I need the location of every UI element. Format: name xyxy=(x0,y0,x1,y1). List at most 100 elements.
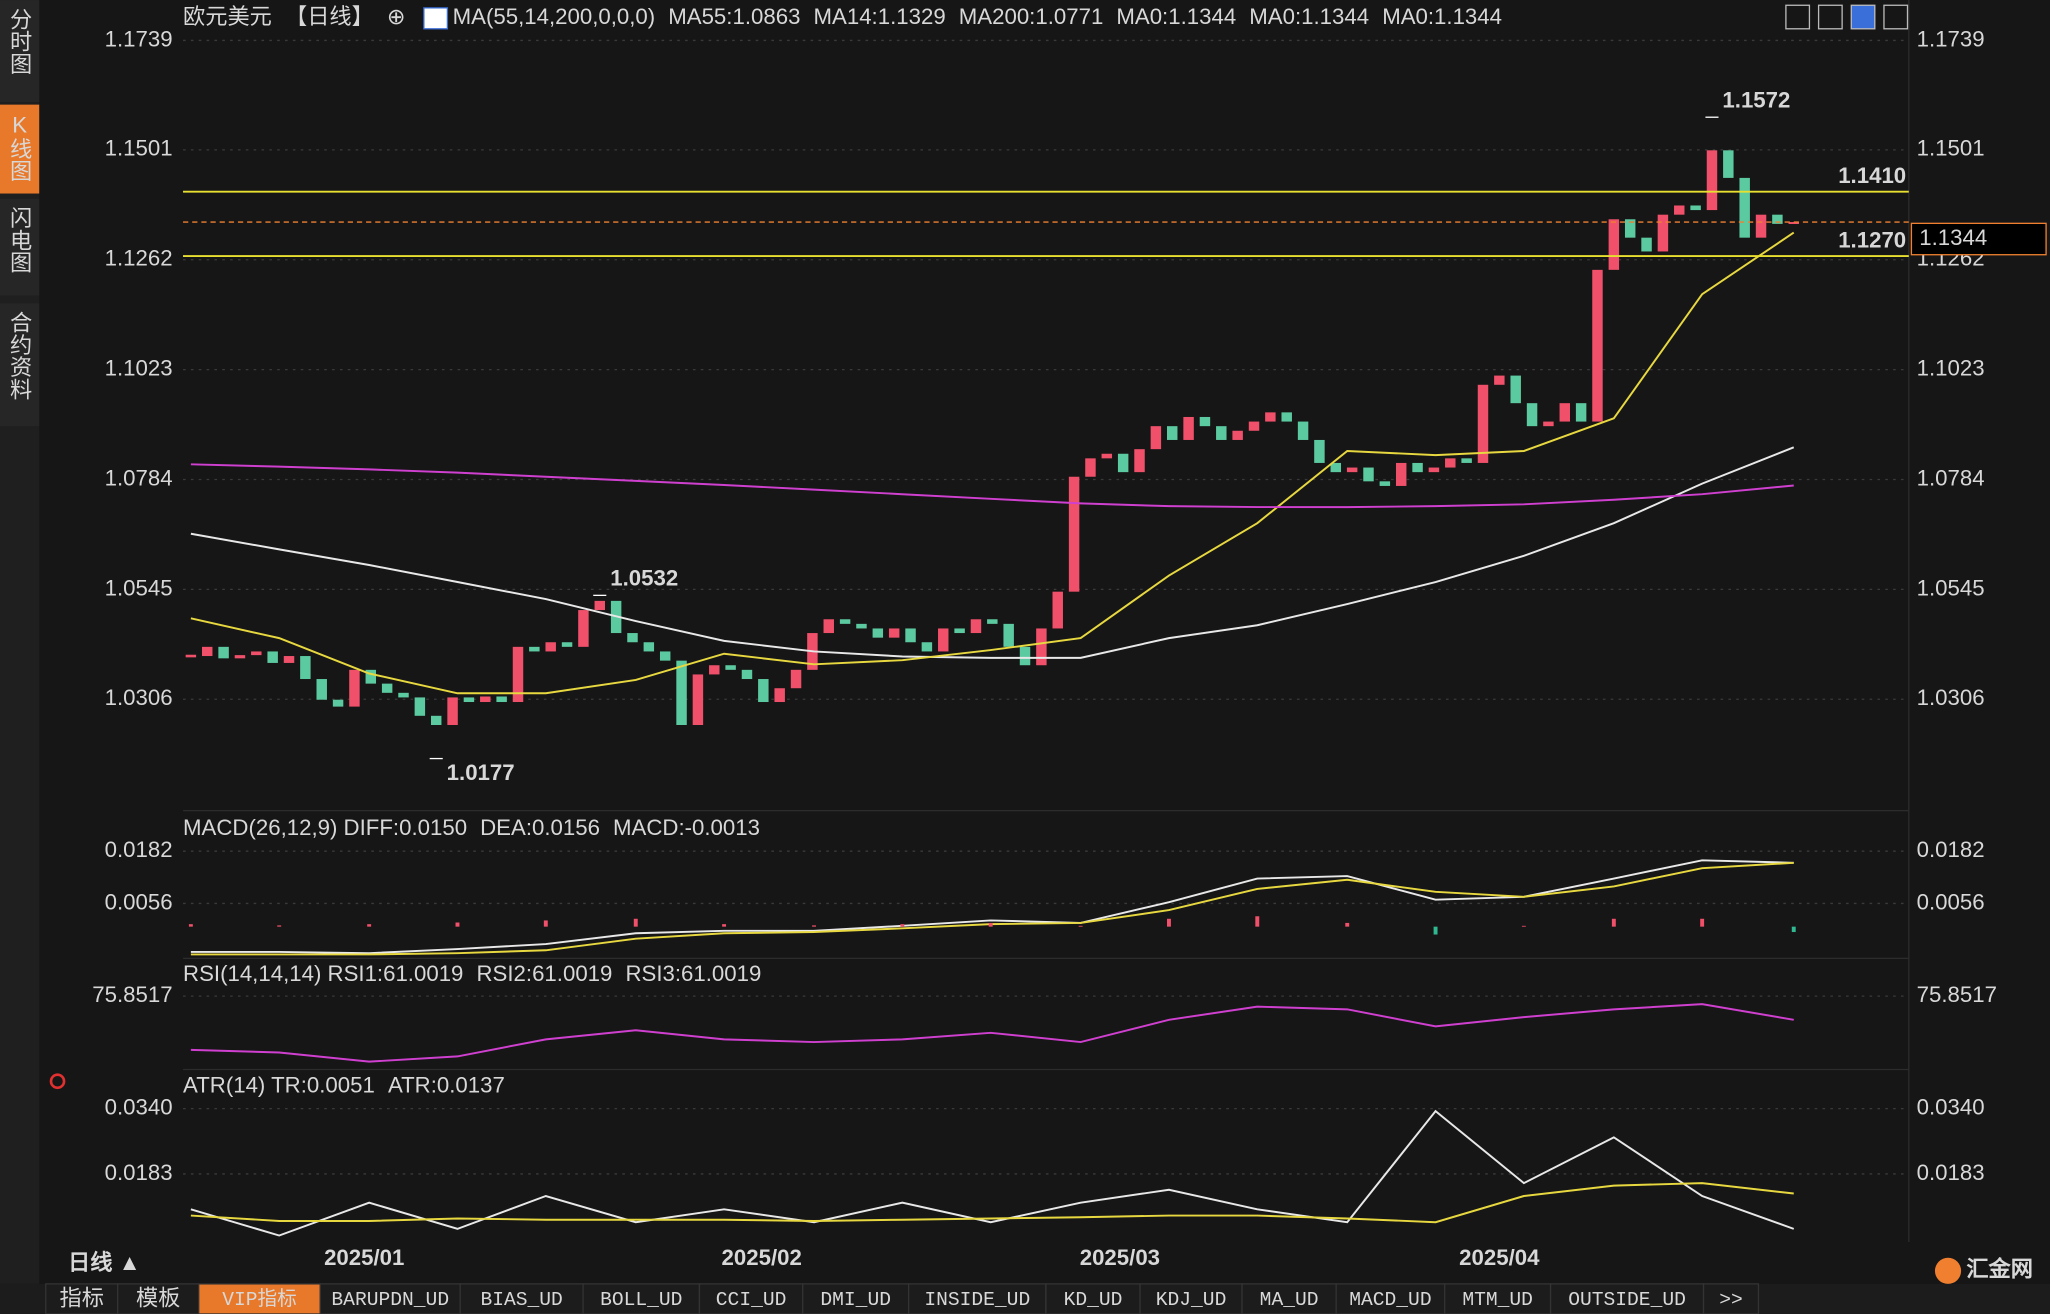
candle xyxy=(888,628,900,638)
toolbar-tab[interactable] xyxy=(319,1283,461,1314)
y-tick-label: 1.1023 xyxy=(105,355,173,380)
candle xyxy=(381,683,393,693)
candle xyxy=(480,696,491,703)
level-label: 1.1270 xyxy=(1838,228,1906,253)
indicator-icon[interactable] xyxy=(49,1073,66,1090)
toolbar-tab-label[interactable]: >> xyxy=(1719,1289,1743,1311)
icon[interactable] xyxy=(1785,4,1811,30)
toolbar-tab[interactable] xyxy=(1335,1283,1446,1314)
toolbar-tab-label[interactable]: BIAS_UD xyxy=(480,1289,562,1311)
toolbar-tab[interactable] xyxy=(1444,1283,1552,1314)
ma-icon xyxy=(423,7,449,30)
toolbar-tab-label[interactable]: VIP指标 xyxy=(222,1288,297,1311)
macd-bar xyxy=(1611,918,1616,927)
sidebar-tab-label[interactable]: 闪电图 xyxy=(7,206,32,273)
icon[interactable] xyxy=(1850,4,1876,30)
macd-bar xyxy=(1433,926,1438,935)
extreme-label: 1.0532 xyxy=(610,566,678,591)
legend-item: MA200:1.0771 xyxy=(959,4,1104,29)
candle xyxy=(1297,421,1309,440)
macd-bar xyxy=(1166,918,1171,927)
toolbar-icons[interactable] xyxy=(1785,4,1909,30)
icon[interactable] xyxy=(1817,4,1843,30)
macd-bar xyxy=(1521,925,1526,927)
y-tick-label-right: 1.1023 xyxy=(1917,355,1985,380)
y-tick-label-right: 1.1501 xyxy=(1917,136,1985,161)
price-tag-label: 1.1344 xyxy=(1919,225,1987,250)
candle xyxy=(1134,449,1145,473)
candle xyxy=(1150,426,1162,450)
candle xyxy=(1412,462,1423,473)
macd-bar xyxy=(455,922,460,927)
toolbar-tab[interactable] xyxy=(1139,1283,1243,1314)
sidebar-tab-label[interactable]: K线图 xyxy=(7,112,32,182)
candle xyxy=(1445,458,1456,468)
toolbar-tab[interactable] xyxy=(1549,1283,1705,1314)
y-tick-label: 1.1739 xyxy=(105,26,173,51)
toolbar-tab-label[interactable]: CCI_UD xyxy=(716,1289,787,1311)
y-tick-label: 75.8517 xyxy=(92,982,172,1007)
y-tick-label: 1.0306 xyxy=(105,685,173,710)
candle xyxy=(856,623,867,629)
toolbar-tab-label[interactable]: DMI_UD xyxy=(820,1289,891,1311)
candle xyxy=(1101,453,1113,459)
toolbar-tab-label[interactable]: KD_UD xyxy=(1064,1289,1123,1311)
candle xyxy=(251,651,262,656)
candle xyxy=(594,600,606,611)
sidebar-tab-label[interactable]: 分时图 xyxy=(7,7,32,74)
x-tick-label: 2025/01 xyxy=(324,1245,404,1270)
toolbar-tab-label[interactable]: KDJ_UD xyxy=(1156,1289,1227,1311)
period-label[interactable]: 日线 ▲ xyxy=(68,1249,141,1275)
toolbar-tab-label[interactable]: OUTSIDE_UD xyxy=(1568,1289,1686,1311)
candle xyxy=(1526,403,1538,427)
candle xyxy=(823,619,834,634)
toolbar-tab[interactable] xyxy=(45,1283,119,1314)
candle xyxy=(1706,150,1718,211)
indicator-line xyxy=(190,231,1795,695)
y-tick-label: 0.0056 xyxy=(105,889,173,914)
toolbar-tab-label[interactable]: MACD_UD xyxy=(1349,1289,1431,1311)
sidebar-tab-label[interactable]: 合约资料 xyxy=(7,311,32,401)
macd-bar xyxy=(1700,918,1705,927)
toolbar-tab-label[interactable]: BOLL_UD xyxy=(600,1289,682,1311)
legend-item: MA14:1.1329 xyxy=(814,4,946,29)
toolbar-tab[interactable] xyxy=(459,1283,584,1314)
y-tick-label: 0.0182 xyxy=(105,837,173,862)
toolbar-tab-label[interactable]: MTM_UD xyxy=(1462,1289,1533,1311)
indicator-line xyxy=(190,446,1795,659)
sidebar-tab[interactable] xyxy=(0,104,40,194)
toolbar-tab-label[interactable]: MA_UD xyxy=(1260,1289,1319,1311)
y-tick-label-right: 1.0306 xyxy=(1917,685,1985,710)
legend-item: MACD(26,12,9) DIFF:0.0150 xyxy=(183,815,467,840)
toolbar-tab-label[interactable]: 模板 xyxy=(136,1285,180,1310)
legend-item: MACD:-0.0013 xyxy=(613,815,760,840)
y-tick-label-right: 0.0056 xyxy=(1917,889,1985,914)
y-tick-label-right: 1.1739 xyxy=(1917,26,1985,51)
candle xyxy=(872,628,884,638)
indicator-line xyxy=(190,1182,1794,1224)
candle xyxy=(1739,177,1750,238)
candle xyxy=(1592,269,1603,422)
candle xyxy=(1543,421,1554,427)
extreme-label: 1.0177 xyxy=(447,760,515,785)
candle xyxy=(349,669,360,707)
toolbar-tab-label[interactable]: 指标 xyxy=(59,1285,103,1310)
macd-bar xyxy=(1345,922,1350,927)
candle xyxy=(447,697,458,726)
x-tick-label: 2025/03 xyxy=(1080,1245,1160,1270)
sidebar-tab[interactable] xyxy=(0,198,40,296)
candle xyxy=(332,699,344,707)
toolbar-tab[interactable] xyxy=(1045,1283,1141,1314)
candle xyxy=(1772,214,1783,224)
legend-item: RSI2:61.0019 xyxy=(477,961,613,986)
icon[interactable] xyxy=(1883,4,1909,30)
toolbar-tab-label[interactable]: BARUPDN_UD xyxy=(331,1289,449,1311)
legend-item: MA(55,14,200,0,0,0) xyxy=(453,4,656,29)
candle xyxy=(921,642,933,652)
candle xyxy=(1199,416,1211,427)
toolbar-tab-label[interactable]: INSIDE_UD xyxy=(924,1289,1030,1311)
legend-item: 【日线】 xyxy=(285,4,374,29)
sidebar-tab[interactable] xyxy=(0,303,40,427)
sidebar-tab[interactable] xyxy=(0,0,40,103)
candle xyxy=(1068,476,1080,592)
